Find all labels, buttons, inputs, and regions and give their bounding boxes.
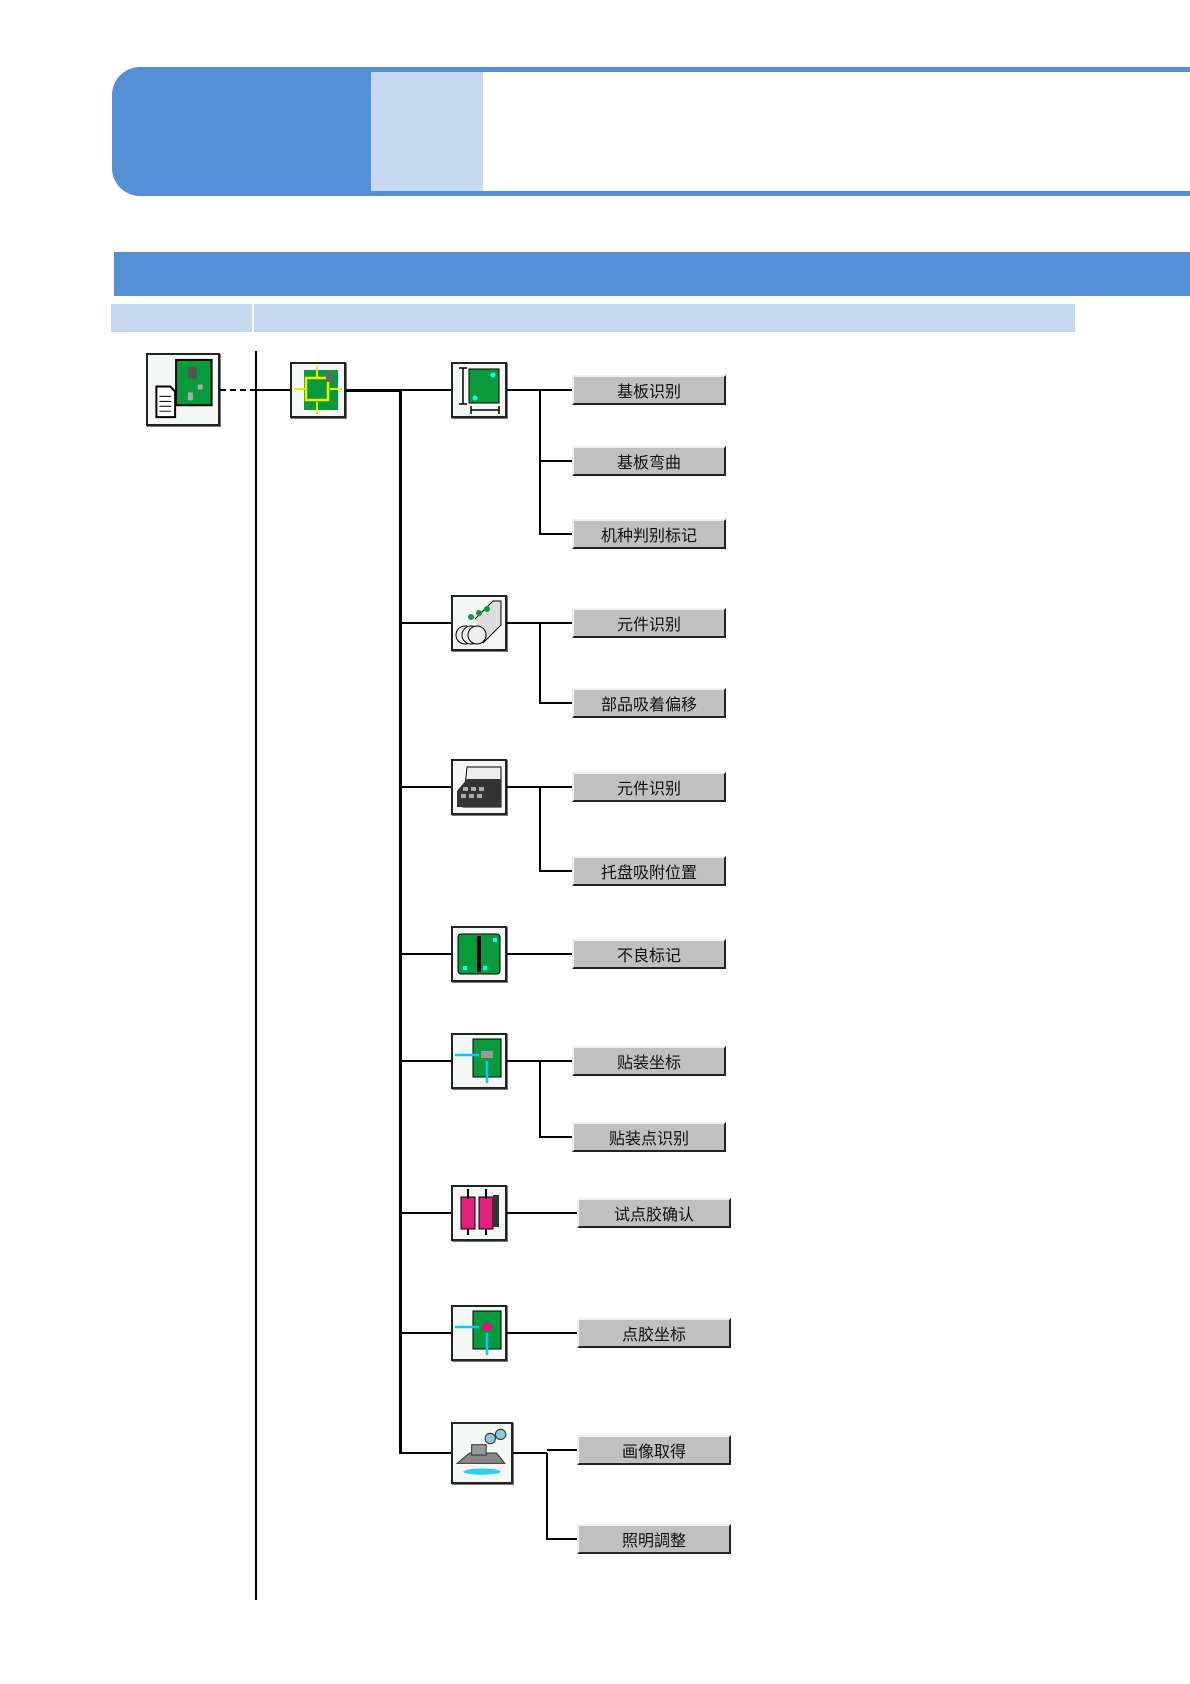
connector-line: [540, 1060, 572, 1062]
connector-line: [547, 1449, 577, 1451]
feeder-tape-icon[interactable]: [451, 595, 507, 651]
teach-item-button[interactable]: 照明調整: [577, 1524, 731, 1554]
teach-item-button[interactable]: 元件识别: [572, 608, 726, 638]
header-accent-block: [112, 67, 372, 196]
connector-line: [507, 1060, 540, 1062]
connector-line: [540, 870, 572, 872]
connector-line: [507, 953, 540, 955]
board-dimension-icon[interactable]: [451, 362, 507, 418]
teach-item-button[interactable]: 基板弯曲: [572, 446, 726, 476]
section-bar: [114, 252, 1190, 296]
connector-line: [540, 1332, 577, 1334]
connector-line: [256, 389, 290, 391]
teach-item-button[interactable]: 试点胶确认: [577, 1198, 731, 1228]
connector-line: [400, 1060, 451, 1062]
connector-line: [540, 953, 572, 955]
connector-line: [540, 702, 572, 704]
connector-line: [400, 389, 451, 391]
connector-line: [540, 533, 572, 535]
subheader-cell-right: [254, 304, 1075, 332]
connector-line: [547, 1538, 577, 1540]
branch-line: [539, 390, 541, 535]
teach-item-button[interactable]: 托盘吸附位置: [572, 856, 726, 886]
camera-lighting-icon[interactable]: [451, 1422, 513, 1484]
connector-line: [507, 622, 540, 624]
connector-line: [507, 786, 540, 788]
teach-item-button[interactable]: 贴装坐标: [572, 1046, 726, 1076]
teach-item-button[interactable]: 部品吸着偏移: [572, 688, 726, 718]
branch-line: [546, 1453, 548, 1540]
connector-line: [400, 1452, 451, 1454]
connector-line: [400, 622, 451, 624]
connector-line: [513, 1452, 547, 1454]
dispenser-syringe-icon[interactable]: [451, 1185, 507, 1241]
header-light-block: [371, 67, 483, 196]
mount-coordinate-icon[interactable]: [451, 1033, 507, 1089]
trunk-line: [398, 389, 402, 1454]
connector-line: [507, 1212, 540, 1214]
connector-line: [346, 388, 400, 392]
connector-line: [507, 389, 540, 391]
dashed-connector: [220, 389, 256, 391]
connector-line: [540, 786, 572, 788]
branch-line: [539, 1061, 541, 1138]
connector-line: [540, 1212, 577, 1214]
connector-line: [400, 1332, 451, 1334]
teach-item-button[interactable]: 元件识别: [572, 772, 726, 802]
connector-line: [400, 786, 451, 788]
connector-line: [400, 1212, 451, 1214]
pcb-document-icon[interactable]: [146, 353, 220, 426]
teach-item-button[interactable]: 点胶坐标: [577, 1318, 731, 1348]
branch-line: [539, 623, 541, 704]
teach-item-button[interactable]: 不良标记: [572, 939, 726, 969]
pcb-position-arrows-icon[interactable]: [290, 362, 346, 418]
connector-line: [507, 1332, 540, 1334]
teach-item-button[interactable]: 贴装点识别: [572, 1122, 726, 1152]
connector-line: [540, 460, 572, 462]
header-title-box: [483, 67, 1190, 196]
teach-item-button[interactable]: 画像取得: [577, 1435, 731, 1465]
teach-item-button[interactable]: 机种判别标记: [572, 519, 726, 549]
teach-item-button[interactable]: 基板识别: [572, 375, 726, 405]
connector-line: [540, 622, 572, 624]
tray-icon[interactable]: [451, 759, 507, 815]
dispense-coordinate-icon[interactable]: [451, 1305, 507, 1361]
bad-mark-board-icon[interactable]: [451, 926, 507, 982]
connector-line: [400, 953, 451, 955]
branch-line: [539, 787, 541, 872]
main-divider-line: [255, 351, 257, 1600]
connector-line: [540, 1136, 572, 1138]
subheader-cell-left: [111, 304, 252, 332]
connector-line: [540, 389, 572, 391]
